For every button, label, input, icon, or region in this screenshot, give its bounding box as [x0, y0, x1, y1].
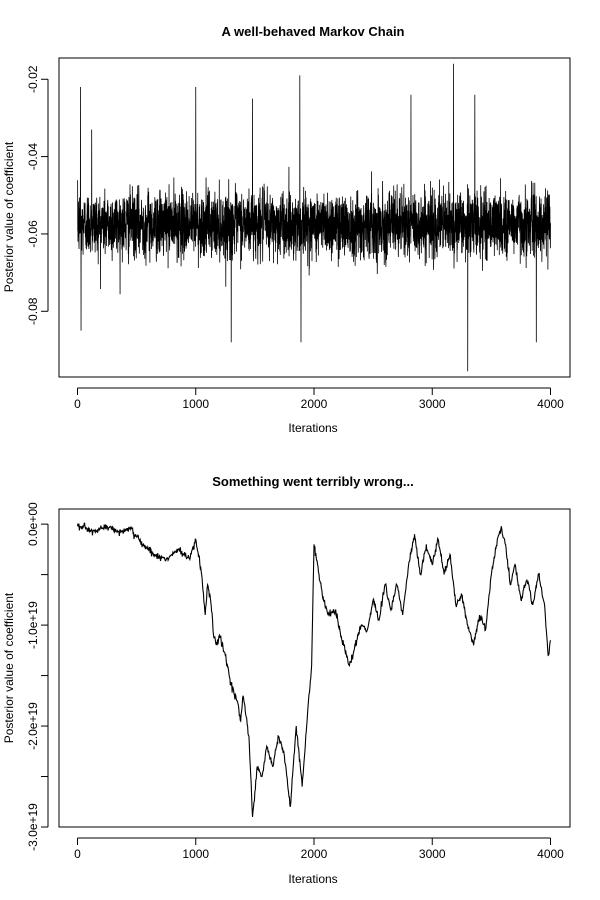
x-tick-label: 4000 [537, 847, 564, 861]
y-tick-label: -0.08 [26, 297, 40, 325]
x-tick-label: 0 [74, 847, 81, 861]
y-tick-label: -0.02 [26, 65, 40, 93]
chart-1-plot-frame [58, 57, 571, 378]
chart-2-x-axis-label: Iterations [288, 872, 337, 886]
chart-2-title: Something went terribly wrong... [212, 474, 414, 489]
x-tick-label: 0 [74, 397, 81, 411]
x-tick-label: 2000 [301, 847, 328, 861]
x-tick-label: 1000 [182, 847, 209, 861]
series-line [76, 522, 552, 817]
chart-2-y-axis-label: Posterior value of coefficient [2, 592, 16, 743]
chart-2-y-axis: -3.0e+19 -2.0e+19 -1.0e+19 0.0e+00 [26, 502, 49, 851]
x-tick-label: 2000 [301, 397, 328, 411]
chart-2-plot-frame [58, 508, 571, 828]
y-tick-label: -3.0e+19 [26, 803, 40, 851]
x-tick-label: 3000 [419, 847, 446, 861]
chart-terribly-wrong: Something went terribly wrong... 0 1000 20… [2, 474, 571, 886]
chart-1-title: A well-behaved Markov Chain [221, 24, 404, 39]
x-tick-label: 3000 [419, 397, 446, 411]
chart-2-x-axis: 0 1000 2000 3000 4000 [74, 837, 564, 861]
chart-1-y-axis-label: Posterior value of coefficient [2, 141, 16, 292]
y-tick-label: -1.0e+19 [26, 601, 40, 649]
y-tick-label: 0.0e+00 [26, 502, 40, 546]
series-line [77, 63, 551, 372]
chart-1-y-axis: -0.08 -0.06 -0.04 -0.02 [26, 65, 49, 325]
y-tick-label: -2.0e+19 [26, 702, 40, 750]
chart-1-series-line [77, 63, 551, 372]
chart-1-x-axis: 0 1000 2000 3000 4000 [74, 387, 564, 411]
y-tick-label: -0.06 [26, 220, 40, 248]
x-tick-label: 1000 [182, 397, 209, 411]
y-tick-label: -0.04 [26, 143, 40, 171]
x-tick-label: 4000 [537, 397, 564, 411]
chart-well-behaved: A well-behaved Markov Chain 0 1000 2000 300… [2, 24, 571, 435]
chart-2-series-line [76, 522, 552, 817]
chart-1-x-axis-label: Iterations [288, 421, 337, 435]
